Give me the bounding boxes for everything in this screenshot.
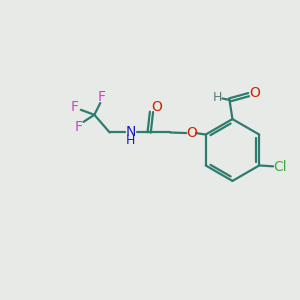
Text: H: H bbox=[212, 91, 222, 103]
Text: O: O bbox=[250, 86, 261, 100]
Text: F: F bbox=[98, 90, 106, 104]
Text: H: H bbox=[126, 134, 136, 147]
Text: F: F bbox=[70, 100, 78, 115]
Text: Cl: Cl bbox=[274, 160, 287, 174]
Text: O: O bbox=[186, 126, 197, 140]
Text: F: F bbox=[74, 120, 82, 134]
Text: O: O bbox=[152, 100, 162, 115]
Text: N: N bbox=[126, 125, 136, 140]
